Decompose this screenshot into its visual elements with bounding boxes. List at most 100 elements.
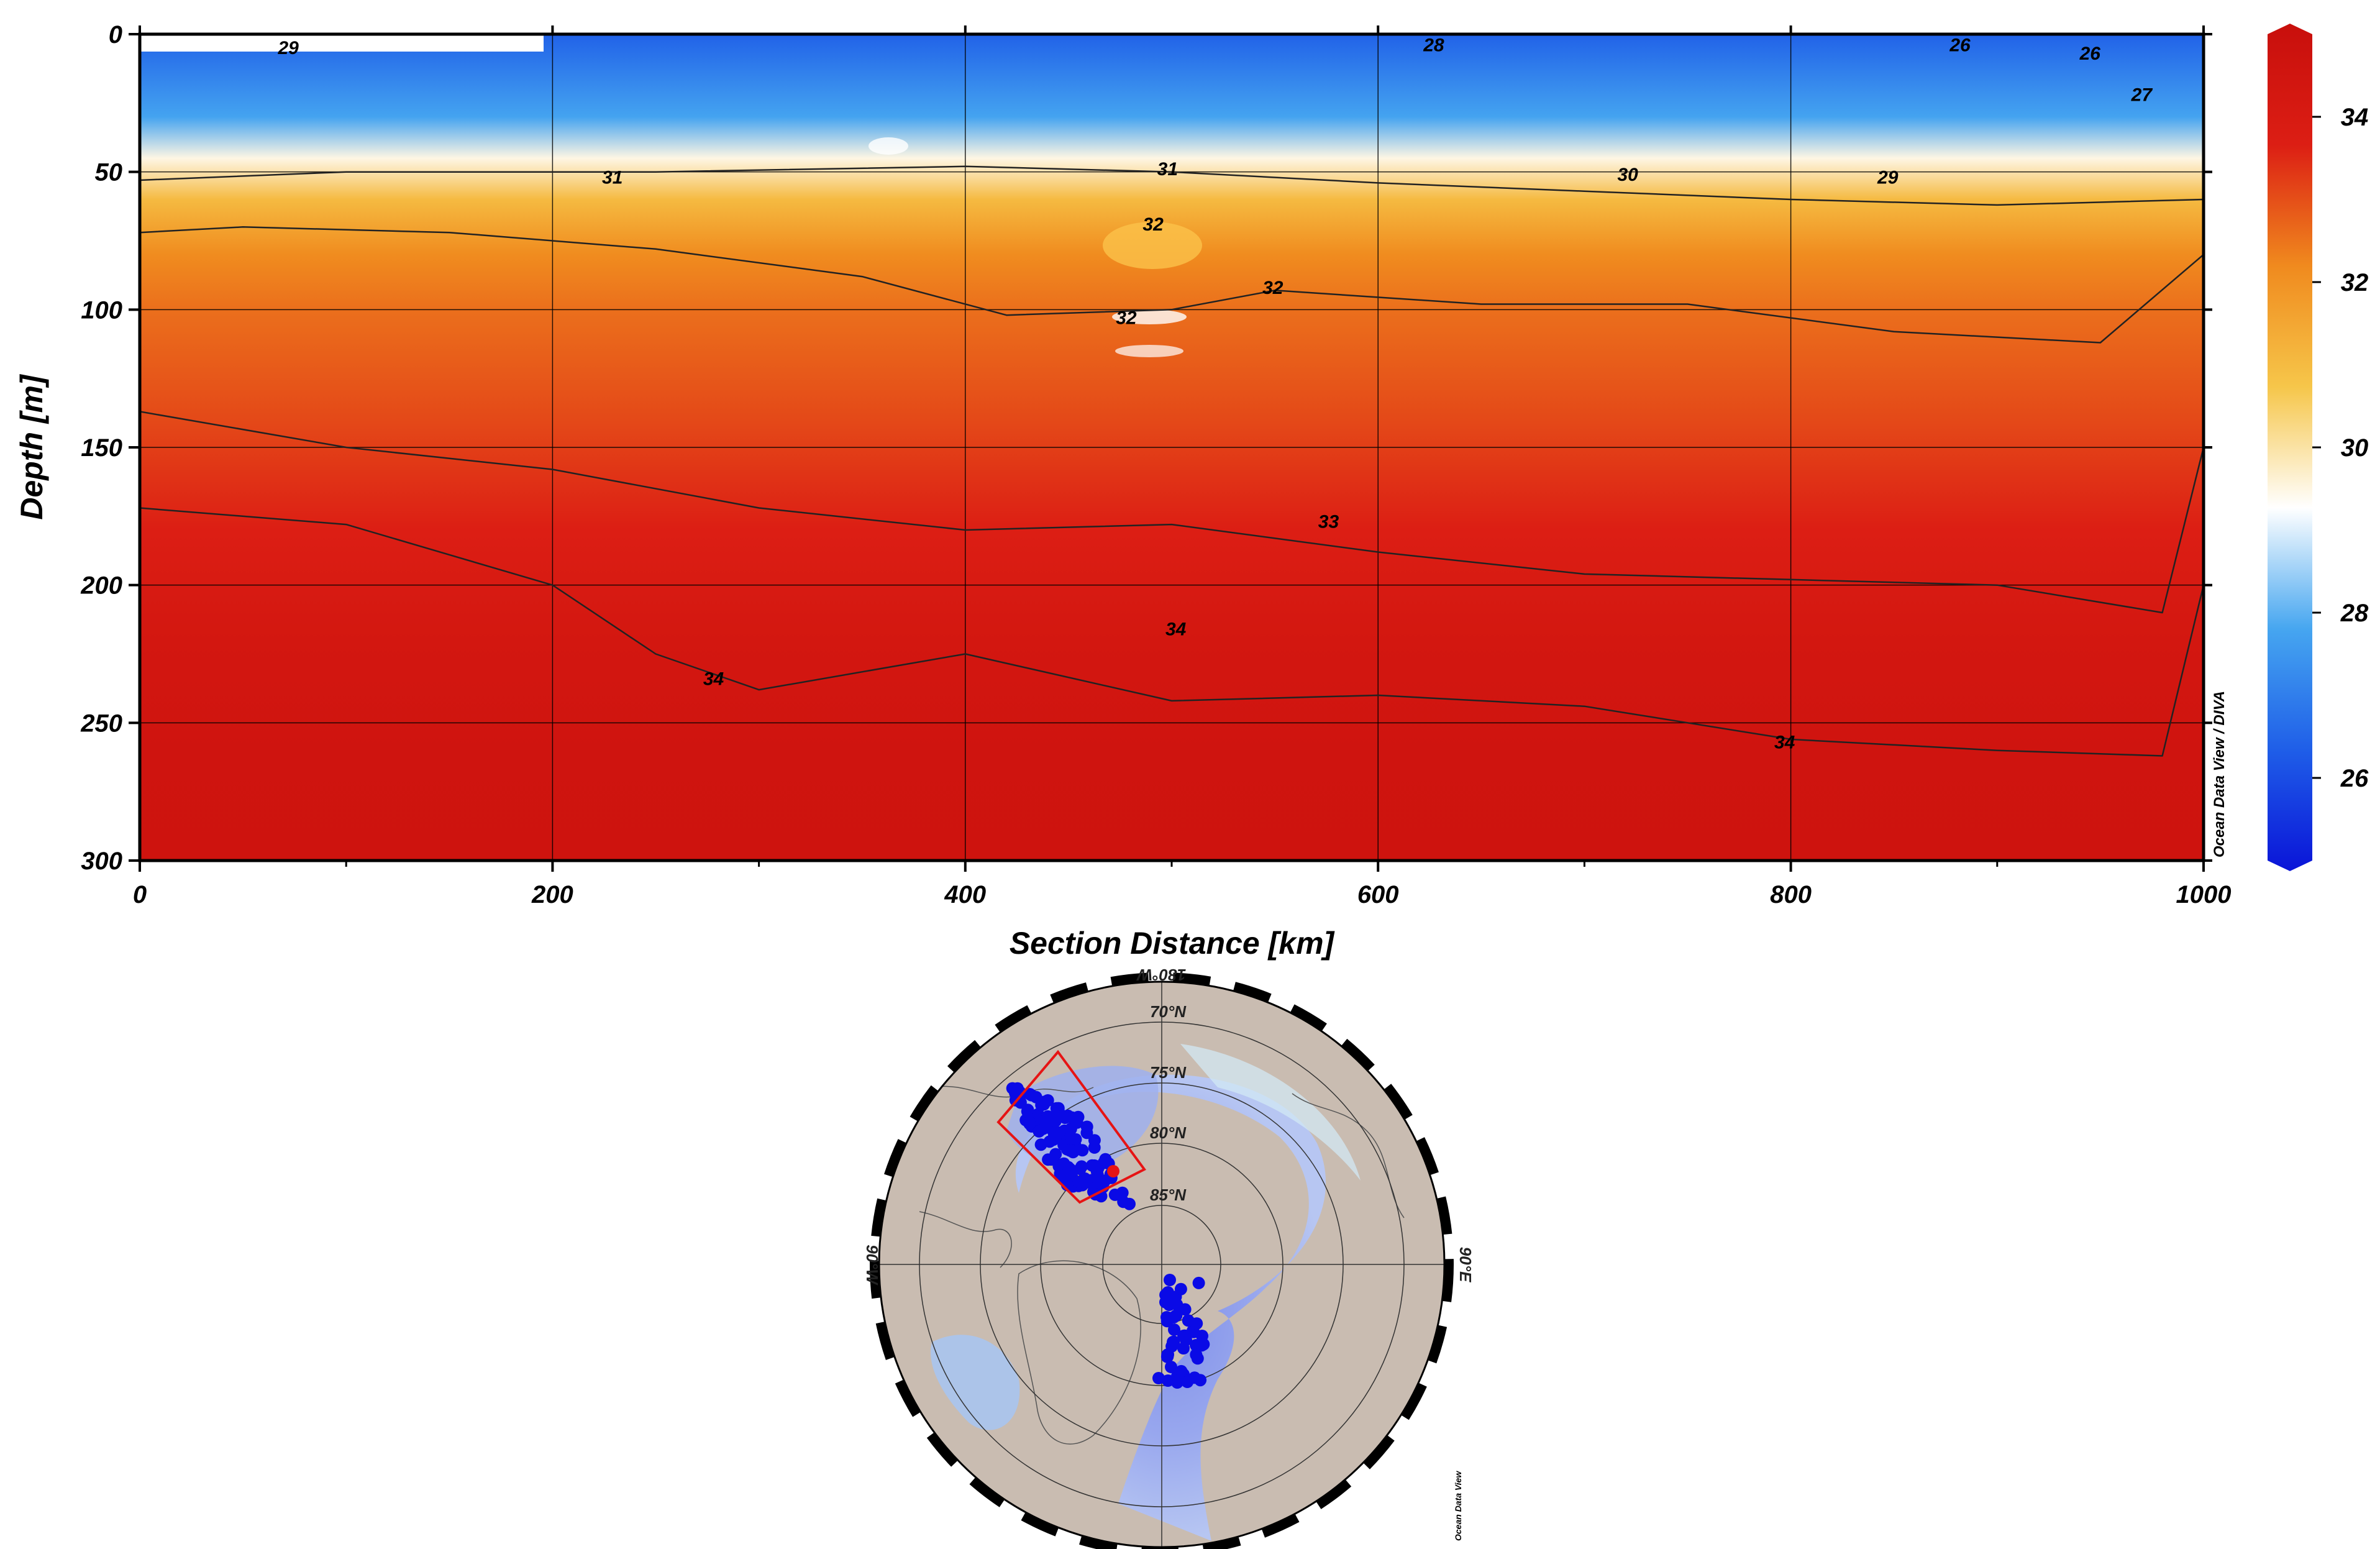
contour-label: 27 [2131,85,2153,106]
latitude-label: 70°N [1150,1002,1187,1021]
colorbar-body [2268,24,2312,871]
station-dot [1072,1110,1085,1123]
contour-label: 32 [1262,278,1283,298]
station-dot [1041,1110,1054,1123]
station-dot [1174,1282,1187,1295]
latitude-labels: 70°N 75°N 80°N 85°N [1150,1002,1187,1204]
x-tick-label: 400 [944,881,986,908]
lens-feature [1115,345,1183,357]
latitude-label: 75°N [1150,1063,1187,1082]
y-tick-label: 250 [80,710,122,737]
map-label-top: 180°W [1136,966,1186,984]
map-label-right: 90°E [1456,1247,1475,1282]
contour-line-32 [140,226,2204,344]
contour-lines [140,165,2204,757]
y-tick-label: 100 [81,296,122,324]
map-border-dashed [870,972,1454,1549]
station-dot [1170,1309,1183,1322]
y-tick-label: 200 [80,572,122,600]
station-dot [1168,1323,1180,1336]
station-dot [1160,1315,1174,1328]
contour-label: 33 [1318,512,1339,532]
latitude-label: 85°N [1150,1186,1187,1204]
station-dot [1039,1120,1052,1133]
contour-label: 34 [1165,619,1187,640]
x-tick-label: 1000 [2176,881,2232,908]
station-dot [1152,1372,1165,1384]
map-border [878,980,1446,1548]
station-dot [1167,1335,1180,1348]
station-dot [1076,1144,1089,1157]
station-dot [1108,1188,1121,1201]
station-dot [1117,1195,1130,1209]
field-texture [140,34,1202,357]
station-dot [1057,1157,1070,1170]
lens-feature [1103,222,1202,269]
station-dot [1072,1176,1085,1189]
latitude-label: 80°N [1150,1123,1187,1142]
baffin-bay [931,1335,1020,1430]
station-dot [1075,1160,1088,1173]
station-dot [1023,1117,1036,1130]
station-dot [1197,1338,1210,1351]
colorbar-tick-label: 30 [2341,434,2369,462]
map-label-left: 90°W [863,1245,882,1286]
station-dot [1192,1276,1205,1289]
station-dot [1188,1371,1201,1384]
contour-labels: 29 28 26 26 27 31 31 30 29 32 32 32 33 34 34 34 [277,35,2153,753]
shelf-zone [1180,1044,1361,1181]
x-tick-label: 600 [1357,881,1399,908]
contour-label: 34 [703,669,724,689]
y-axis-title: Depth [m] [14,373,49,520]
meridian-lines [879,982,1444,1547]
contour-line-33 [140,411,2204,614]
y-tick-label: 300 [81,848,122,875]
contour-label: 28 [1423,35,1444,56]
contour-label: 34 [1774,732,1795,752]
contour-label: 31 [602,168,622,188]
section-plot: 29 28 26 26 27 31 31 30 29 32 32 32 33 34 34 34 0 200 400… [14,21,2231,961]
contour-label: 32 [1116,308,1137,329]
station-dot [1162,1374,1174,1387]
station-dot [1080,1126,1093,1140]
station-dot [1058,1170,1071,1183]
colorbar-ticks: 26 28 30 32 34 [2312,104,2369,792]
station-dot [1045,1153,1057,1166]
odv-credit-label: Ocean Data View / DIVA [2211,691,2228,857]
stations-other [1152,1274,1210,1389]
y-tick-label: 50 [95,159,123,186]
x-tick-label: 0 [133,881,147,908]
y-tick-label: 0 [109,21,122,48]
map-content [879,982,1444,1547]
lens-feature [869,137,908,155]
station-dot [1161,1348,1174,1361]
station-dot [1182,1314,1195,1327]
station-map: 180°W 90°W 90°E 70°N 75°N 80°N 85°N Ocean D… [863,966,1475,1549]
contour-label: 30 [1617,165,1638,185]
section-box [996,1049,1147,1204]
x-axis-title: Section Distance [km] [1010,926,1336,961]
station-dot [1065,1132,1078,1145]
station-dot [1088,1141,1101,1154]
y-axis-ticks: 0 50 100 150 200 250 300 [80,21,2212,875]
station-dot [1064,1144,1077,1157]
section-start-marker [1107,1165,1119,1177]
station-dot [1009,1087,1022,1100]
contour-line-34 [140,507,2204,757]
x-tick-label: 200 [531,881,573,908]
station-dot [1059,1112,1072,1124]
y-tick-label: 150 [81,434,122,462]
colorbar-tick-label: 32 [2341,269,2369,296]
station-dot [1159,1289,1172,1302]
contour-line-31 [140,165,2204,206]
x-axis-ticks: 0 200 400 600 800 1000 [133,25,2232,908]
colorbar-tick-label: 34 [2341,104,2369,131]
station-dot [1165,1361,1177,1373]
map-credit-label: Ocean Data View [1453,1471,1463,1541]
colorbar: 26 28 30 32 34 [2268,24,2369,871]
station-dot [1175,1364,1188,1378]
contour-label: 26 [2079,43,2101,64]
surface-gap [140,34,544,52]
x-tick-label: 800 [1770,881,1812,908]
contour-label: 31 [1157,159,1178,180]
